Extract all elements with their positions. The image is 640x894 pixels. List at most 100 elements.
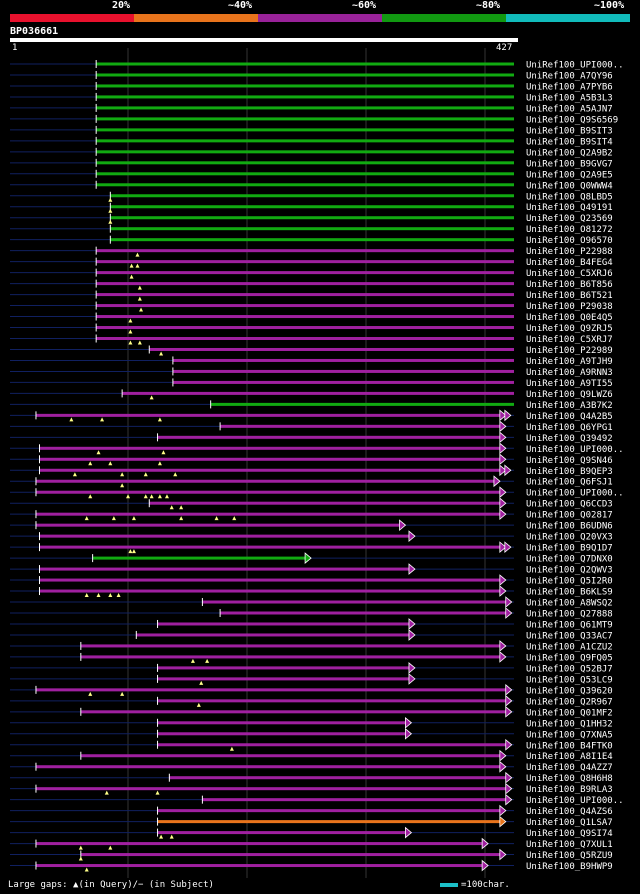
hit-label: UniRef100_P22988 <box>526 247 613 257</box>
gap-triangle <box>69 417 74 422</box>
hit-bar <box>35 842 483 846</box>
hit-bar <box>157 743 506 747</box>
hit-label: UniRef100_B6T521 <box>526 291 613 301</box>
hit-arrowhead <box>499 420 507 433</box>
hit-bar <box>172 380 514 384</box>
hit-label: UniRef100_Q1HH32 <box>526 719 613 729</box>
hit-label: UniRef100_Q8H6H8 <box>526 774 613 784</box>
hit-arrowhead <box>505 793 513 806</box>
hit-arrowhead <box>505 738 513 751</box>
gap-triangle <box>72 472 77 477</box>
hit-bar <box>80 644 500 648</box>
hit-arrowhead <box>399 519 407 532</box>
hit-bar <box>96 337 514 340</box>
hit-arrowhead <box>408 563 416 575</box>
hit-bar <box>220 611 506 615</box>
hit-bar <box>157 721 406 725</box>
hit-label: UniRef100_Q4A2B5 <box>526 412 613 422</box>
hit-bar <box>39 534 409 538</box>
hit-arrowhead <box>504 541 512 553</box>
hit-label: UniRef100_B9GVG7 <box>526 159 613 169</box>
hit-bar <box>149 501 500 505</box>
hit-arrowhead <box>505 684 513 696</box>
hit-bar <box>35 512 500 516</box>
hit-label: UniRef100_Q20VX3 <box>526 533 613 543</box>
gap-triangle <box>196 702 201 707</box>
hit-arrowhead <box>499 651 507 663</box>
hit-bar <box>39 567 409 571</box>
hit-arrowhead <box>499 431 507 444</box>
hit-arrowhead <box>505 771 513 784</box>
hit-arrowhead <box>499 486 507 499</box>
gap-triangle <box>159 834 164 839</box>
hit-bar <box>96 95 514 99</box>
gap-triangle <box>135 263 140 268</box>
gap-triangle <box>199 680 204 685</box>
gap-triangle <box>128 340 133 345</box>
hit-label: UniRef100_Q0WWW4 <box>526 181 613 191</box>
hit-bar <box>157 699 506 703</box>
hit-bar <box>92 556 306 560</box>
hit-bar <box>39 457 500 461</box>
legend-segment-4 <box>506 14 630 22</box>
hit-arrowhead <box>499 464 507 477</box>
hit-label: UniRef100_Q02817 <box>526 511 613 521</box>
hit-label: UniRef100_Q8LBD5 <box>526 192 613 202</box>
hit-bar <box>80 655 500 659</box>
hit-bar <box>96 128 514 132</box>
hit-bar <box>96 293 514 297</box>
gap-triangle <box>78 845 83 850</box>
gap-triangle <box>96 450 101 455</box>
hit-bar <box>202 600 506 604</box>
hit-arrowhead <box>481 859 489 872</box>
hit-label: UniRef100_B9QEP3 <box>526 467 613 477</box>
hit-bar <box>110 227 514 231</box>
gap-triangle <box>131 549 136 554</box>
hit-bar <box>202 798 506 802</box>
gap-triangle <box>214 516 219 521</box>
legend-label-2: ~60% <box>352 0 377 11</box>
gap-triangle <box>78 856 83 861</box>
gap-triangle <box>88 494 93 499</box>
hit-label: UniRef100_Q7XUL1 <box>526 840 613 850</box>
gap-triangle <box>129 263 134 268</box>
gap-triangle <box>137 340 142 345</box>
hit-arrowhead <box>499 453 507 466</box>
query-id: BP036661 <box>10 26 59 37</box>
hit-label: UniRef100_C5XRJ7 <box>526 335 613 345</box>
hit-bar <box>96 150 514 154</box>
hit-bar <box>39 578 500 582</box>
gap-triangle <box>157 494 162 499</box>
hit-bar <box>96 249 514 253</box>
hit-bar <box>96 326 514 330</box>
hit-label: UniRef100_Q39620 <box>526 686 613 696</box>
hit-label: UniRef100_Q4AZZ7 <box>526 763 613 773</box>
hit-label: UniRef100_Q5RZU9 <box>526 851 613 861</box>
hit-label: UniRef100_Q33AC7 <box>526 631 613 641</box>
gap-triangle <box>229 746 234 751</box>
gap-triangle <box>116 593 121 598</box>
hit-label: UniRef100_A5AJN7 <box>526 104 613 114</box>
hit-arrowhead <box>505 782 513 795</box>
hit-label: UniRef100_Q52BJ7 <box>526 664 613 674</box>
hit-label: UniRef100_UPI000.. <box>526 796 624 806</box>
hit-arrowhead <box>499 409 507 422</box>
hit-bar <box>80 710 506 714</box>
hit-label: UniRef100_A7PYB6 <box>526 82 613 92</box>
hit-bar <box>96 84 514 88</box>
hit-arrowhead <box>481 837 489 850</box>
hit-arrowhead <box>499 508 507 521</box>
hit-bar <box>39 446 500 450</box>
hit-bar <box>96 106 514 110</box>
hit-label: UniRef100_B9RLA3 <box>526 785 613 795</box>
hit-bar <box>157 820 500 824</box>
ruler-end-label: 427 <box>496 43 513 53</box>
hit-bar <box>96 172 514 176</box>
hit-label: UniRef100_B9SIT4 <box>526 137 613 147</box>
hit-label: UniRef100_Q5I2R0 <box>526 577 613 587</box>
hit-label: UniRef100_B6KLS9 <box>526 588 613 598</box>
hit-bar <box>96 62 514 66</box>
hit-label: UniRef100_Q01MF2 <box>526 708 613 718</box>
gap-triangle <box>129 274 134 279</box>
gap-triangle <box>149 395 154 400</box>
